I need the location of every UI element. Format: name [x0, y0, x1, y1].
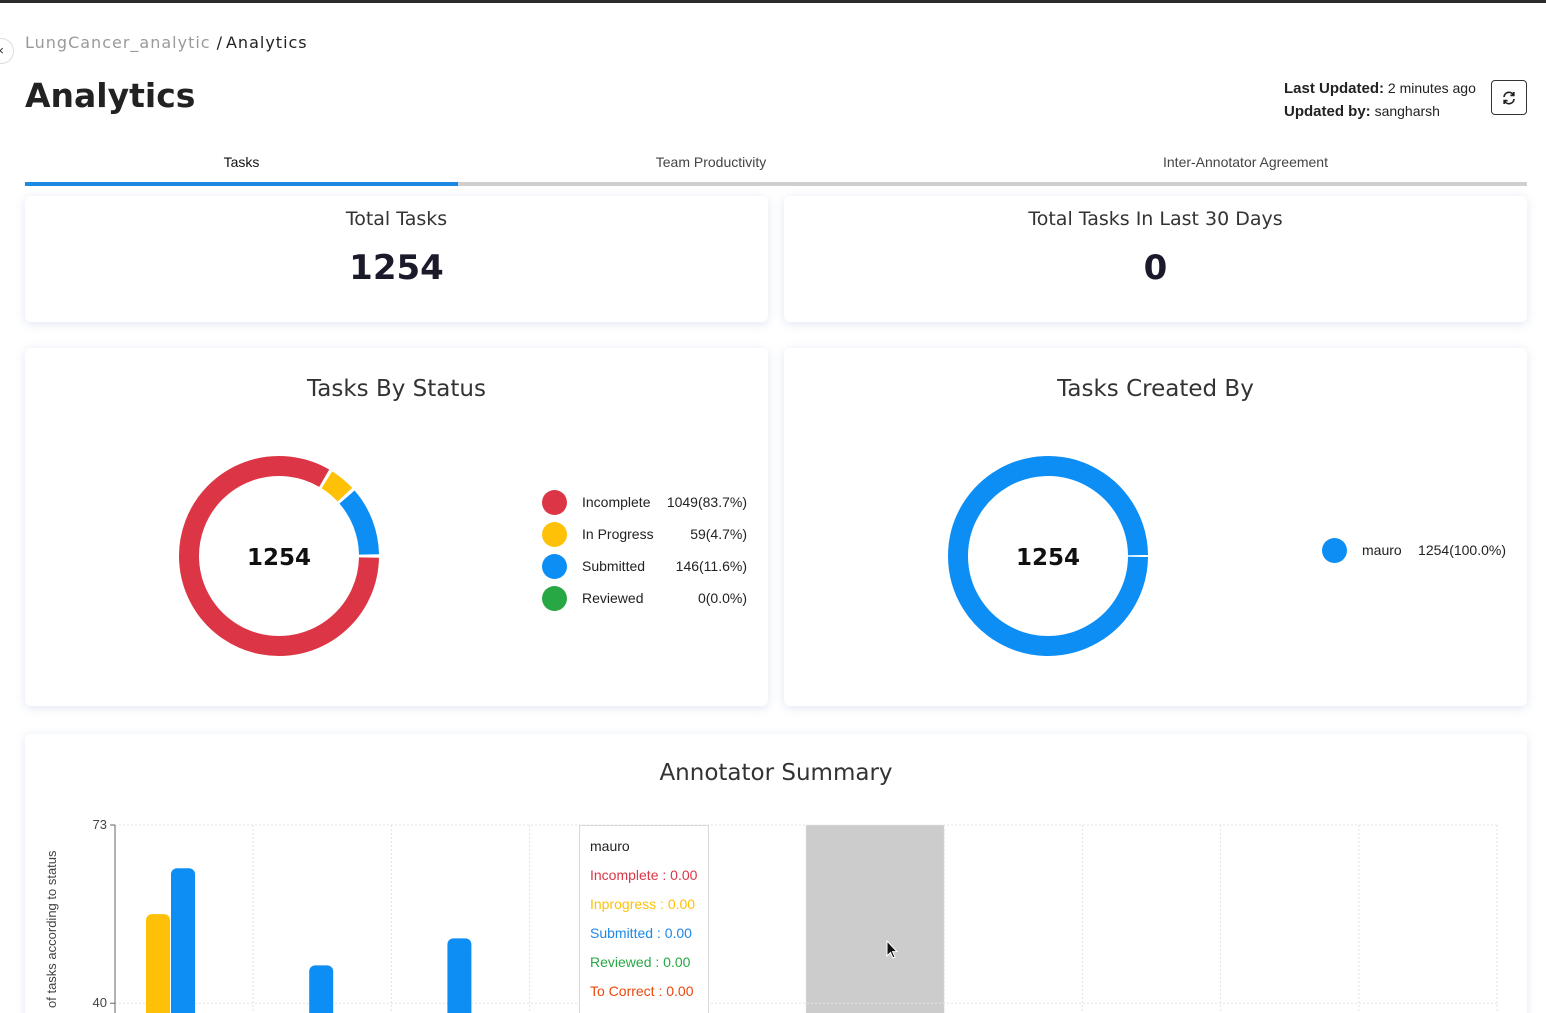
window-top-border	[0, 0, 1546, 3]
legend-item-incomplete[interactable]: Incomplete 1049(83.7%)	[542, 490, 747, 516]
legend-label: mauro	[1362, 542, 1402, 558]
breadcrumb: LungCancer_analytic / Analytics	[25, 33, 308, 52]
tab-inter-annotator-agreement[interactable]: Inter-Annotator Agreement	[1163, 154, 1328, 170]
tooltip-to-correct: To Correct : 0.00	[590, 983, 694, 999]
legend-label: Submitted	[582, 558, 646, 574]
tab-team-productivity[interactable]: Team Productivity	[655, 154, 767, 170]
legend-item-in-progress[interactable]: In Progress 59(4.7%)	[542, 522, 747, 548]
chart-tooltip: mauro Incomplete : 0.00 Inprogress : 0.0…	[579, 825, 709, 1013]
legend-value: 1049(83.7%)	[666, 494, 747, 510]
status-donut-slice-submitted[interactable]	[339, 490, 379, 555]
legend-value: 1254(100.0%)	[1418, 542, 1506, 558]
legend-item-reviewed[interactable]: Reviewed 0(0.0%)	[542, 586, 747, 612]
breadcrumb-separator: /	[216, 33, 223, 52]
tooltip-reviewed: Reviewed : 0.00	[590, 954, 691, 970]
last-30-days-value: 0	[1143, 248, 1168, 288]
y-tick-label: 73	[93, 817, 107, 832]
legend-label: Incomplete	[582, 494, 651, 510]
legend-dot-submitted	[542, 554, 567, 579]
refresh-button[interactable]	[1491, 80, 1527, 115]
legend-dot-mauro	[1322, 538, 1347, 563]
total-tasks-title: Total Tasks	[345, 208, 448, 230]
tasks-by-status-title: Tasks By Status	[307, 376, 486, 402]
y-axis-label: of tasks according to status	[44, 850, 59, 1008]
legend-label: Reviewed	[582, 590, 644, 606]
last-updated-label: Last Updated:	[1284, 80, 1385, 97]
annotator-summary-title: Annotator Summary	[659, 760, 893, 786]
total-tasks-card: Total Tasks 1254	[25, 196, 768, 322]
last-30-days-card: Total Tasks In Last 30 Days 0	[784, 196, 1527, 322]
bar-group-0-series-1[interactable]	[146, 914, 170, 1013]
status-donut-slice-incomplete[interactable]	[179, 456, 379, 656]
legend-label: In Progress	[582, 526, 654, 542]
mouse-cursor-icon	[886, 940, 899, 959]
active-tab-indicator	[25, 182, 458, 186]
tab-tasks[interactable]: Tasks	[223, 154, 260, 170]
tooltip-inprogress: Inprogress : 0.00	[590, 896, 696, 912]
legend-item-submitted[interactable]: Submitted 146(11.6%)	[542, 554, 747, 580]
status-donut-center-label: 1254	[247, 545, 311, 571]
update-meta: Last Updated: 2 minutes ago Updated by: …	[1284, 77, 1476, 123]
last-30-days-title: Total Tasks In Last 30 Days	[1028, 208, 1283, 230]
close-icon: ×	[0, 43, 4, 58]
updated-by-label: Updated by:	[1284, 103, 1371, 120]
refresh-icon	[1503, 90, 1515, 105]
tooltip-name: mauro	[590, 838, 630, 854]
status-donut-slice-in-progress[interactable]	[321, 471, 353, 502]
tasks-created-by-donut: 1254	[948, 456, 1148, 656]
creator-donut-center-label: 1254	[1016, 545, 1080, 571]
legend-dot-reviewed	[542, 586, 567, 611]
legend-item-mauro[interactable]: mauro 1254(100.0%)	[1322, 538, 1506, 564]
tooltip-incomplete: Incomplete : 0.00	[590, 867, 698, 883]
hover-highlight-band	[806, 825, 945, 1013]
legend-value: 146(11.6%)	[675, 558, 747, 574]
bar-group-2-series-2[interactable]	[447, 938, 472, 1013]
tasks-created-by-card: Tasks Created By 1254 mauro 1254(100.0%)	[784, 348, 1527, 706]
y-tick-label: 40	[93, 995, 107, 1010]
legend-dot-in-progress	[542, 522, 567, 547]
annotator-summary-card: Annotator Summary	[25, 734, 1527, 1013]
tab-track	[25, 182, 1527, 186]
last-updated-value: 2 minutes ago	[1387, 80, 1476, 96]
breadcrumb-current: Analytics	[225, 33, 308, 52]
tab-bar: Tasks Team Productivity Inter-Annotator …	[25, 150, 1527, 186]
updated-by-value: sangharsh	[1374, 103, 1440, 119]
breadcrumb-parent[interactable]: LungCancer_analytic	[25, 33, 211, 52]
bar-group-1-series-2[interactable]	[309, 965, 334, 1013]
tasks-by-status-donut: 1254	[179, 456, 379, 656]
legend-value: 0(0.0%)	[697, 590, 747, 606]
tasks-created-by-title: Tasks Created By	[1057, 376, 1254, 402]
page-title: Analytics	[25, 76, 196, 115]
creator-donut-slice-mauro[interactable]	[948, 456, 1148, 656]
tooltip-submitted: Submitted : 0.00	[590, 925, 692, 941]
legend-value: 59(4.7%)	[690, 526, 747, 542]
tasks-by-status-card: Tasks By Status 1254 Incomplete 1049(83.…	[25, 348, 768, 706]
bar-group-0-series-2[interactable]	[171, 868, 195, 1013]
total-tasks-value: 1254	[349, 248, 444, 288]
legend-dot-incomplete	[542, 490, 567, 515]
